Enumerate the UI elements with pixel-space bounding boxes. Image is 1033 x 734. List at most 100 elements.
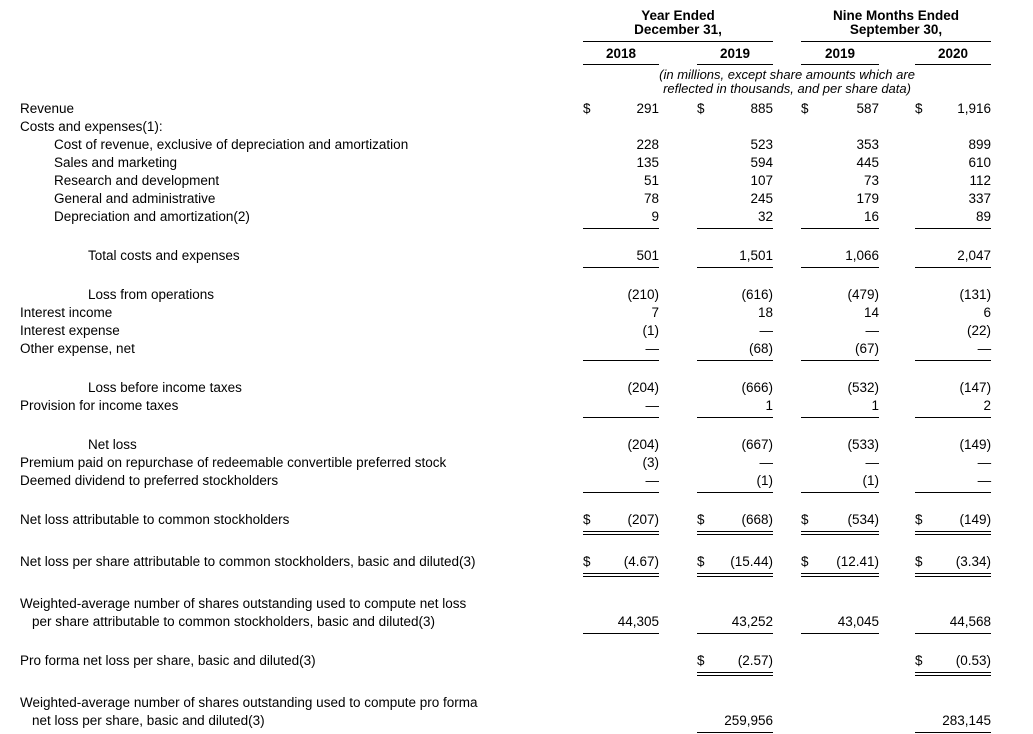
money: — [801,322,880,340]
value-cell: 107 [697,172,773,190]
row-label: Loss from operations [0,268,583,304]
money: 228 [583,136,659,154]
currency-symbol: $ [697,512,705,527]
column-gap [773,577,801,634]
amount: (204) [627,437,659,452]
value-cell: 9 [583,208,659,229]
amount: — [865,323,880,338]
period-header-row: Year Ended December 31, Nine Months Ende… [0,9,1033,42]
amount: — [977,455,992,470]
column-gap [879,154,915,172]
money: 179 [801,190,879,208]
column-gap [879,136,915,154]
value-cell: 32 [697,208,773,229]
header-spacer [0,9,583,42]
amount: 44,568 [949,614,992,629]
money: $ (15.44) [697,553,773,577]
table-row: Net loss per share attributable to commo… [0,535,1033,577]
row-label: Weighted-average number of shares outsta… [0,577,583,634]
row-end-pad [991,9,1033,42]
column-gap [659,577,697,634]
value-cell: (533) [801,418,879,454]
column-gap [773,304,801,322]
money: 14 [801,304,879,322]
row-label: Net loss attributable to common stockhol… [0,493,583,535]
money: 353 [801,136,879,154]
amount: 2,047 [957,248,992,263]
header-spacer [0,65,583,101]
column-gap [879,361,915,397]
value-cell: 353 [801,136,879,154]
row-label-text: Net loss per share attributable to commo… [20,554,476,569]
money: — [583,340,659,361]
money: — [583,397,659,418]
row-label-text: Loss from operations [88,287,215,302]
value-cell: (666) [697,361,773,397]
value-cell: 501 [583,229,659,268]
money: 1,501 [697,247,773,268]
table-row: Interest income 7 18 14 6 [0,304,1033,322]
row-end-pad [991,118,1033,136]
row-label-text: Revenue [20,101,75,116]
value-cell: (3) [583,454,660,472]
column-gap [879,418,915,454]
row-end-pad [991,361,1033,397]
column-gap [879,676,915,733]
row-label-text: Sales and marketing [54,155,178,170]
table-row: Weighted-average number of shares outsta… [0,577,1033,634]
amount: 1,916 [957,101,992,116]
column-gap [659,42,697,65]
value-cell [697,118,773,136]
amount: (2.57) [737,653,773,668]
money: 51 [583,172,659,190]
value-cell: — [697,454,774,472]
money: 283,145 [915,712,992,733]
year-header-row: 2018 2019 2019 2020 [0,41,1033,65]
value-cell: $ (0.53) [915,634,992,676]
amount: 73 [863,173,879,188]
row-end-pad [991,100,1033,118]
table-row: Weighted-average number of shares outsta… [0,676,1033,733]
amount: (149) [959,437,992,452]
table-row: Net loss attributable to common stockhol… [0,493,1033,535]
value-cell: — [915,472,992,493]
amount: (3.34) [955,554,992,569]
value-cell: 283,145 [915,676,992,733]
amount: 587 [856,101,879,116]
money: (479) [801,286,879,304]
amount: — [759,323,774,338]
value-cell: (210) [583,268,659,304]
currency-symbol: $ [915,101,923,116]
row-label-text: Loss before income taxes [88,380,242,395]
value-cell: (479) [801,268,879,304]
row-label-text: Other expense, net [20,341,135,356]
column-gap [773,136,801,154]
row-label: Research and development [0,172,583,190]
money: 78 [583,190,659,208]
money: (532) [801,379,879,397]
column-gap [879,340,915,361]
row-end-pad [991,493,1033,535]
amount: (67) [854,341,879,356]
row-label: Revenue [0,100,583,118]
column-gap [879,454,915,472]
amount: 445 [856,155,879,170]
row-label-text: net loss per share, basic and diluted(3) [32,713,265,728]
amount: 885 [750,101,773,116]
money: 7 [583,304,659,322]
column-gap [773,397,801,418]
money: $ (3.34) [915,553,992,577]
table-body: Revenue $291 $885 $587 $1,916 Costs and expen… [0,100,1033,733]
value-cell: 135 [583,154,659,172]
amount: 89 [976,209,992,224]
column-gap [659,154,697,172]
amount: (668) [741,512,773,527]
row-end-pad [991,190,1033,208]
units-note-line: reflected in thousands, and per share da… [663,81,911,96]
money: 135 [583,154,659,172]
value-cell: 1 [801,397,879,418]
column-gap [879,42,915,65]
table-row: General and administrative 78 245 179 337 [0,190,1033,208]
column-gap [773,118,801,136]
column-gap [773,268,801,304]
